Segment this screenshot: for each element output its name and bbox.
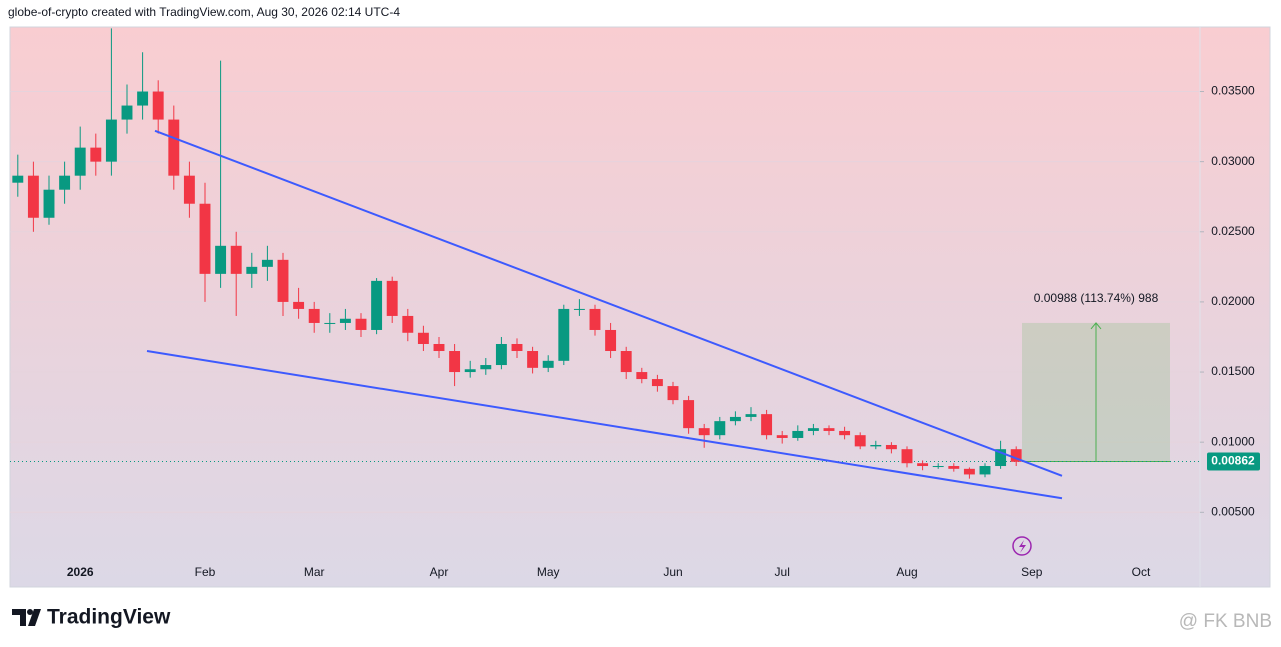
x-tick-label: Sep bbox=[1021, 565, 1043, 579]
candle-body bbox=[527, 351, 539, 368]
projection-label: 0.00988 (113.74%) 988 bbox=[1034, 291, 1159, 305]
projection-arrow-head bbox=[1090, 322, 1102, 330]
candle-body bbox=[542, 360, 554, 368]
candle-body bbox=[277, 259, 289, 302]
candle-body bbox=[683, 400, 695, 429]
plot: 0.00500 0.01000 0.01500 0.02000 0.02500 0.030… bbox=[10, 28, 1260, 579]
candle-body bbox=[823, 428, 835, 431]
candle-body bbox=[324, 322, 336, 324]
candle-body bbox=[12, 175, 24, 183]
candle-body bbox=[1010, 449, 1022, 462]
x-tick-label: Oct bbox=[1132, 565, 1151, 579]
candle-body bbox=[745, 414, 757, 417]
candle-body bbox=[480, 365, 492, 370]
candle-body bbox=[714, 421, 726, 436]
candle-body bbox=[636, 372, 648, 380]
candle-body bbox=[620, 351, 632, 373]
candle-body bbox=[339, 318, 351, 323]
candle-body bbox=[152, 91, 164, 120]
candle-body bbox=[558, 308, 570, 361]
event-icon[interactable] bbox=[1012, 536, 1032, 556]
candle-body bbox=[605, 329, 617, 352]
candle-body bbox=[168, 119, 180, 176]
y-tick-label: 0.03000 bbox=[1211, 154, 1255, 168]
candle-body bbox=[74, 147, 86, 176]
candle-body bbox=[137, 91, 149, 106]
candle-body bbox=[761, 414, 773, 436]
candle-body bbox=[948, 466, 960, 469]
last-price-label: 0.00862 bbox=[1211, 454, 1255, 468]
event-icon-bolt bbox=[1019, 540, 1026, 553]
candle-body bbox=[59, 175, 71, 190]
y-tick-label: 0.00500 bbox=[1211, 504, 1255, 518]
candle-body bbox=[199, 203, 211, 274]
candle-body bbox=[839, 430, 851, 436]
candle-body bbox=[433, 343, 445, 352]
x-tick-label: 2026 bbox=[67, 565, 94, 579]
candle-body bbox=[27, 175, 39, 218]
candle-body bbox=[854, 435, 866, 447]
candle-body bbox=[807, 428, 819, 431]
x-tick-label: May bbox=[537, 565, 560, 579]
candle-body bbox=[386, 280, 398, 316]
candle-body bbox=[495, 343, 507, 366]
x-tick-label: Mar bbox=[304, 565, 325, 579]
x-tick-label: Jul bbox=[775, 565, 790, 579]
y-tick-label: 0.02000 bbox=[1211, 294, 1255, 308]
candle-body bbox=[901, 449, 913, 464]
candle-body bbox=[698, 428, 710, 436]
trendline bbox=[146, 350, 1063, 500]
x-tick-label: Apr bbox=[430, 565, 449, 579]
candle-body bbox=[651, 379, 663, 387]
candle-body bbox=[215, 245, 227, 274]
chart-pane bbox=[9, 26, 1271, 588]
x-tick-label: Jun bbox=[663, 565, 682, 579]
candle-body bbox=[885, 444, 897, 450]
candle-body bbox=[417, 332, 429, 344]
candle-body bbox=[792, 430, 804, 438]
candle-body bbox=[90, 147, 102, 162]
candle-body bbox=[589, 308, 601, 330]
candle-body bbox=[995, 449, 1007, 467]
x-tick-label: Feb bbox=[195, 565, 216, 579]
candle-body bbox=[246, 266, 258, 274]
candle-body bbox=[963, 468, 975, 475]
candle-body bbox=[121, 105, 133, 120]
candle-body bbox=[355, 318, 367, 330]
candle-body bbox=[667, 386, 679, 401]
brand: TradingView bbox=[47, 606, 171, 629]
candle-body bbox=[308, 308, 320, 323]
candle-body bbox=[371, 280, 383, 330]
watermark: @ FK BNB bbox=[1179, 611, 1272, 632]
candle-body bbox=[230, 245, 242, 274]
candle-body bbox=[729, 416, 741, 422]
candle-body bbox=[105, 119, 117, 162]
candle-body bbox=[776, 435, 788, 438]
y-tick-label: 0.02500 bbox=[1211, 224, 1255, 238]
last-price-tag bbox=[1207, 452, 1260, 471]
trendline bbox=[154, 129, 1063, 477]
candle-body bbox=[932, 466, 944, 468]
candle-body bbox=[183, 175, 195, 204]
candle-body bbox=[979, 466, 991, 475]
candle-body bbox=[464, 369, 476, 373]
candle-body bbox=[293, 301, 305, 309]
candle-body bbox=[511, 343, 523, 352]
candle-body bbox=[917, 463, 929, 467]
caption: globe-of-crypto created with TradingView… bbox=[8, 5, 400, 19]
y-tick-label: 0.01000 bbox=[1211, 434, 1255, 448]
candle-body bbox=[402, 315, 414, 333]
y-tick-label: 0.01500 bbox=[1211, 364, 1255, 378]
candle-body bbox=[870, 444, 882, 447]
candle-body bbox=[261, 259, 273, 267]
brand-logo bbox=[12, 609, 41, 626]
candle-body bbox=[573, 308, 585, 310]
y-tick-label: 0.03500 bbox=[1211, 84, 1255, 98]
candle-body bbox=[43, 189, 55, 218]
candle-body bbox=[449, 351, 461, 373]
x-tick-label: Aug bbox=[896, 565, 917, 579]
